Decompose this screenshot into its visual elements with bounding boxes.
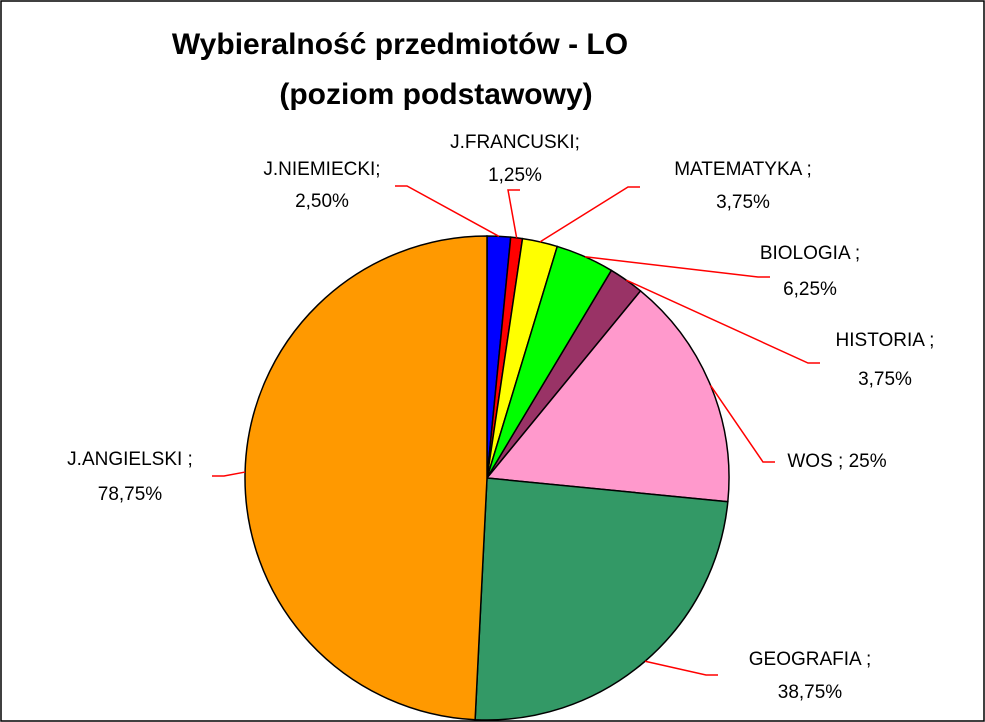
leader-line <box>212 471 246 477</box>
chart-title: Wybieralność przedmiotów - LO <box>172 28 628 61</box>
pie-slice <box>485 289 730 503</box>
category-label: J.NIEMIECKI; <box>263 159 380 180</box>
value-label: 3,75% <box>858 369 912 390</box>
value-label: 6,25% <box>783 279 837 300</box>
category-label: GEOGRAFIA ; <box>749 649 871 670</box>
value-label: 1,25% <box>488 165 542 186</box>
value-label: 25% <box>849 451 887 472</box>
leader-line <box>626 279 820 364</box>
leader-line <box>507 189 520 238</box>
value-label: 3,75% <box>716 192 770 213</box>
category-label: J.FRANCUSKI; <box>450 132 580 153</box>
pie-slice <box>474 477 729 721</box>
leader-line <box>644 660 718 676</box>
leader-line <box>709 384 775 463</box>
category-label: J.ANGIELSKI ; <box>67 449 193 470</box>
category-label: MATEMATYKA ; <box>674 159 812 180</box>
data-label: WOS ; 25% <box>787 451 886 472</box>
leader-line <box>584 256 770 278</box>
category-label: HISTORIA ; <box>836 330 935 351</box>
category-label: BIOLOGIA ; <box>760 243 860 264</box>
chart-subtitle: (poziom podstawowy) <box>279 78 592 111</box>
leader-line <box>395 185 500 237</box>
category-label: WOS ; <box>787 451 843 472</box>
pie-slice <box>244 235 488 721</box>
leader-line <box>539 186 640 243</box>
value-label: 38,75% <box>778 682 843 703</box>
value-label: 2,50% <box>295 191 349 212</box>
value-label: 78,75% <box>98 484 163 505</box>
